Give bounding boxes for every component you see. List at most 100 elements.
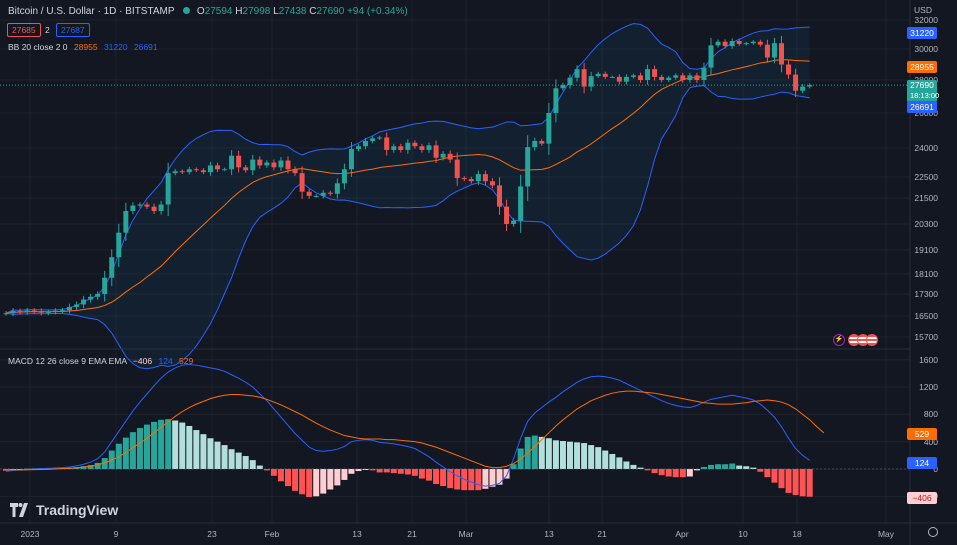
candle-body bbox=[207, 165, 213, 173]
bid-button[interactable]: 27685 bbox=[7, 23, 41, 37]
macd-histogram-bar bbox=[207, 438, 214, 469]
bb-legend-name: BB 20 close 2 0 bbox=[8, 42, 68, 52]
price-tick-label: 26000 bbox=[914, 108, 938, 118]
candle-body bbox=[363, 141, 369, 147]
last-price-tag: 27690 18:13:00 bbox=[907, 80, 939, 102]
macd-histogram-bar bbox=[736, 465, 743, 469]
candle-body bbox=[659, 76, 665, 80]
price-tick-label: 18100 bbox=[914, 269, 938, 279]
candle-body bbox=[743, 43, 749, 45]
time-tick-label: 13 bbox=[544, 529, 554, 539]
macd-histogram-bar bbox=[538, 436, 545, 469]
candle-body bbox=[539, 141, 545, 144]
macd-histogram-bar bbox=[806, 469, 813, 497]
candle-body bbox=[109, 257, 115, 278]
candle-body bbox=[652, 69, 658, 77]
macd-histogram-bar bbox=[581, 443, 588, 469]
macd-histogram-bar bbox=[785, 469, 792, 493]
candle-body bbox=[482, 174, 488, 182]
candle-body bbox=[236, 155, 242, 168]
macd-histogram-bar bbox=[637, 467, 644, 469]
bb-legend[interactable]: BB 20 close 2 0 28955 31220 26691 bbox=[8, 42, 158, 52]
candle-body bbox=[88, 296, 94, 300]
macd-tick-label: 1200 bbox=[919, 382, 938, 393]
candle-body bbox=[771, 43, 777, 58]
candle-body bbox=[123, 211, 129, 233]
bb-lower-tag: 26691 bbox=[907, 101, 937, 113]
candle-body bbox=[243, 167, 249, 171]
bollinger-bands bbox=[5, 23, 810, 370]
candle-body bbox=[595, 73, 601, 77]
macd-histogram-bar bbox=[151, 421, 158, 469]
candle-body bbox=[229, 155, 235, 170]
candle-body bbox=[588, 76, 594, 87]
ohlc-close-label: C bbox=[309, 6, 317, 17]
price-tick-label: 24000 bbox=[914, 143, 938, 153]
macd-histogram-bar bbox=[228, 449, 235, 469]
gear-icon[interactable] bbox=[928, 527, 938, 537]
price-tick-label: 16500 bbox=[914, 311, 938, 321]
price-tick-label: 21500 bbox=[914, 193, 938, 203]
lightning-icon[interactable]: ⚡ bbox=[833, 334, 845, 346]
candle-body bbox=[440, 153, 446, 158]
macd-tick-label: 400 bbox=[923, 436, 938, 447]
currency-label[interactable]: USD bbox=[914, 5, 932, 15]
candle-body bbox=[102, 277, 108, 294]
macd-histogram-bar bbox=[369, 469, 376, 471]
candle-body bbox=[786, 64, 792, 75]
candle-body bbox=[165, 173, 171, 205]
macd-legend[interactable]: MACD 12 26 close 9 EMA EMA −406 124 529 bbox=[8, 356, 193, 366]
macd-histogram-bar bbox=[743, 466, 750, 469]
candle-body bbox=[708, 45, 714, 68]
macd-histogram-bar bbox=[531, 435, 538, 469]
macd-histogram-bar bbox=[242, 456, 249, 469]
candle-body bbox=[722, 41, 728, 47]
signal-line bbox=[5, 390, 825, 471]
candle-body bbox=[179, 171, 185, 173]
macd-histogram-bar bbox=[468, 469, 475, 491]
macd-histogram-bar bbox=[440, 469, 447, 487]
candle-body bbox=[10, 311, 16, 314]
candle-body bbox=[623, 76, 629, 82]
candle-body bbox=[320, 192, 326, 196]
macd-histogram-bar bbox=[686, 469, 693, 477]
candle-body bbox=[278, 160, 284, 168]
candle-body bbox=[17, 311, 23, 313]
candle-body bbox=[292, 169, 298, 174]
tradingview-logo[interactable]: TradingView bbox=[10, 502, 118, 518]
price-tick-label: 19100 bbox=[914, 245, 938, 255]
macd-histogram-bar bbox=[193, 430, 200, 469]
macd-histogram-bar bbox=[270, 469, 277, 476]
candle-body bbox=[31, 310, 37, 312]
candle-body bbox=[447, 153, 453, 160]
macd-histogram-bar bbox=[559, 440, 566, 469]
macd-histogram-bar bbox=[644, 469, 651, 471]
macd-histogram-bar bbox=[376, 469, 383, 473]
time-tick-label: 21 bbox=[597, 529, 607, 539]
candle-body bbox=[567, 77, 573, 85]
events-markers[interactable]: ⚡ bbox=[833, 334, 878, 346]
macd-histogram-bar bbox=[397, 469, 404, 474]
us-flag-icon[interactable] bbox=[866, 334, 878, 346]
price-tick-label: 22500 bbox=[914, 172, 938, 182]
candle-body bbox=[504, 206, 510, 224]
macd-histogram-bar bbox=[715, 464, 722, 469]
price-tick-label: 15700 bbox=[914, 332, 938, 342]
macd-histogram-bar bbox=[616, 457, 623, 469]
symbol-title[interactable]: Bitcoin / U.S. Dollar · 1D · BITSTAMP bbox=[8, 6, 175, 17]
candle-body bbox=[687, 75, 693, 80]
candle-body bbox=[391, 146, 397, 150]
candle-body bbox=[193, 169, 199, 171]
ohlc-change: +94 (+0.34%) bbox=[347, 6, 408, 17]
candle-body bbox=[412, 142, 418, 147]
ohlc-low: 27438 bbox=[278, 6, 307, 17]
candle-body bbox=[334, 183, 340, 194]
ask-button[interactable]: 27687 bbox=[56, 23, 90, 37]
macd-histogram-bar bbox=[489, 469, 496, 487]
candle-body bbox=[341, 169, 347, 184]
candle-body bbox=[546, 113, 552, 144]
candle-body bbox=[200, 170, 206, 173]
candle-body bbox=[532, 141, 538, 148]
candle-body bbox=[764, 44, 770, 58]
